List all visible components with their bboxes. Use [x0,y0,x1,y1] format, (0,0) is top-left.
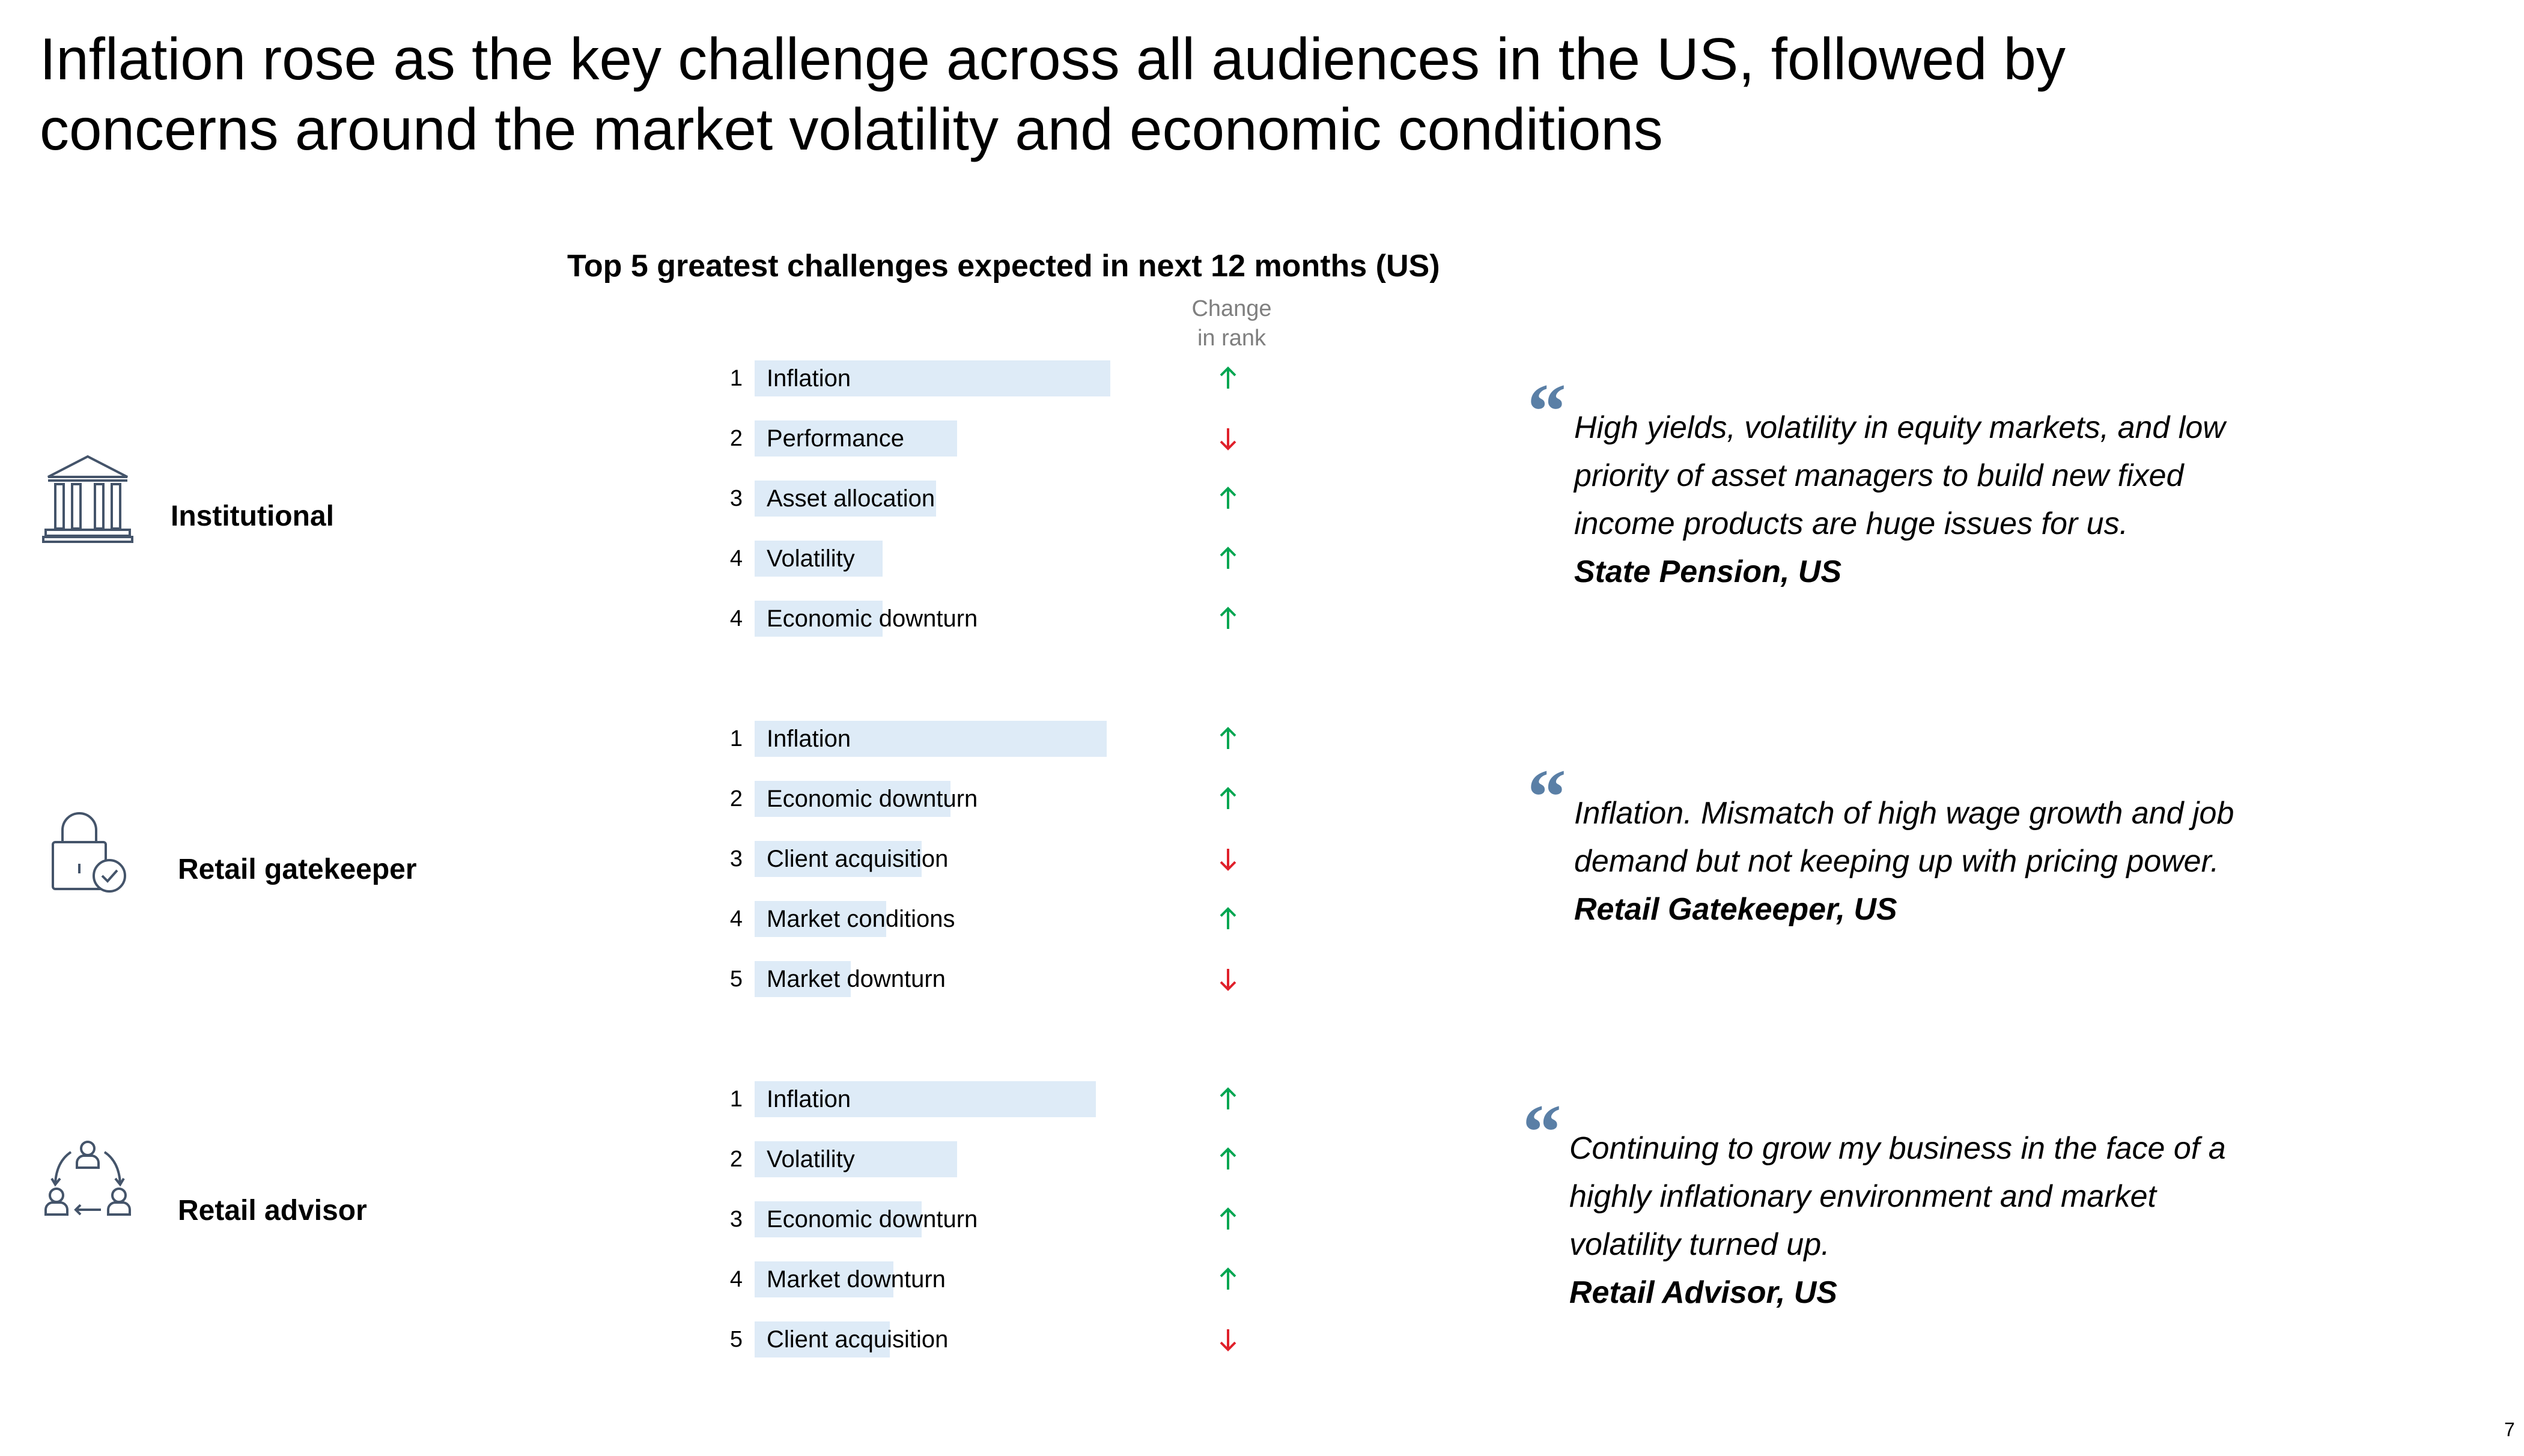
quote-retail-gatekeeper: “ Inflation. Mismatch of high wage growt… [1527,758,2234,933]
quote-source: State Pension, US [1574,554,1841,589]
bar [755,1141,957,1177]
arrow-up-icon [1216,606,1240,631]
bar [755,961,851,997]
category-label: Client acquisition [767,846,949,872]
chart-title: Top 5 greatest challenges expected in ne… [567,249,1440,284]
arrow-up-icon [1216,1267,1240,1292]
lock-check-icon [49,808,127,899]
arrow-up-icon [1216,546,1240,571]
change-in-rank-header: Change in rank [1160,294,1304,353]
category-label: Inflation [767,365,851,392]
category-label: Economic downturn [767,605,978,632]
rank-number: 3 [729,846,743,872]
quote-line: volatility turned up. [1569,1227,1830,1262]
audience-label-retail-gatekeeper: Retail gatekeeper [178,854,417,885]
rank-number: 3 [729,486,743,511]
bar [755,721,1107,757]
quote-retail-advisor: “ Continuing to grow my business in the … [1522,1093,2226,1317]
category-label: Market downturn [767,1266,946,1293]
category-label: Market conditions [767,906,955,932]
bar [755,781,950,817]
bar [755,481,936,517]
bar [755,841,922,877]
rank-number: 1 [729,366,743,391]
arrow-up-icon [1216,1207,1240,1232]
arrow-up-icon [1216,1147,1240,1172]
arrow-down-icon [1216,1327,1240,1352]
quote-line: highly inflationary environment and mark… [1569,1179,2156,1214]
bar [755,541,883,577]
quote-source: Retail Advisor, US [1569,1275,1837,1310]
quote-mark-icon: “ [1527,368,1566,455]
title-line: concerns around the market volatility an… [40,96,1663,162]
bar [755,901,886,937]
category-label: Client acquisition [767,1326,949,1353]
quote-line: Inflation. Mismatch of high wage growth … [1574,796,2234,831]
rank-number: 5 [729,966,743,992]
arrow-down-icon [1216,966,1240,992]
arrow-up-icon [1216,906,1240,932]
page-title: Inflation rose as the key challenge acro… [40,24,2263,165]
arrow-up-icon [1216,366,1240,391]
bar [755,420,957,457]
rank-number: 1 [729,1087,743,1112]
quote-line: priority of asset managers to build new … [1574,458,2184,493]
rank-number: 4 [729,606,743,631]
institution-building-icon [42,453,133,544]
quote-line: High yields, volatility in equity market… [1574,410,2225,445]
arrow-up-icon [1216,486,1240,511]
rank-number: 4 [729,1267,743,1292]
rank-number: 1 [729,726,743,751]
bar [755,1081,1096,1117]
category-label: Performance [767,425,904,452]
quote-line: Continuing to grow my business in the fa… [1569,1131,2226,1166]
bar [755,1261,893,1297]
title-line: Inflation rose as the key challenge acro… [40,26,2066,92]
category-label: Inflation [767,726,851,752]
rank-number: 2 [729,1147,743,1172]
arrow-up-icon [1216,1087,1240,1112]
category-label: Volatility [767,545,855,572]
audience-label-institutional: Institutional [171,500,334,532]
arrow-down-icon [1216,846,1240,872]
arrow-down-icon [1216,426,1240,451]
rank-number: 2 [729,786,743,811]
arrow-up-icon [1216,726,1240,751]
rank-number: 4 [729,906,743,932]
rank-number: 2 [729,426,743,451]
change-header-line: in rank [1197,326,1267,351]
category-label: Volatility [767,1146,855,1172]
quote-mark-icon: “ [1522,1089,1562,1175]
quote-institutional: “ High yields, volatility in equity mark… [1527,372,2225,596]
rank-number: 5 [729,1327,743,1352]
category-label: Asset allocation [767,485,935,512]
audience-label-retail-advisor: Retail advisor [178,1195,367,1227]
page-number: 7 [2504,1419,2515,1440]
bar [755,1321,890,1357]
arrow-up-icon [1216,786,1240,811]
rank-number: 3 [729,1207,743,1232]
quote-line: demand but not keeping up with pricing p… [1574,844,2219,879]
quote-line: income products are huge issues for us. [1574,506,2129,541]
quote-mark-icon: “ [1527,754,1566,840]
change-header-line: Change [1191,296,1272,321]
quote-source: Retail Gatekeeper, US [1574,892,1897,927]
rank-number: 4 [729,546,743,571]
category-label: Economic downturn [767,786,978,812]
bar [755,360,1110,396]
category-label: Market downturn [767,966,946,992]
category-label: Inflation [767,1086,851,1112]
bar [755,601,883,637]
bar [755,1201,922,1237]
advisor-cycle-icon [42,1139,133,1230]
category-label: Economic downturn [767,1206,978,1233]
